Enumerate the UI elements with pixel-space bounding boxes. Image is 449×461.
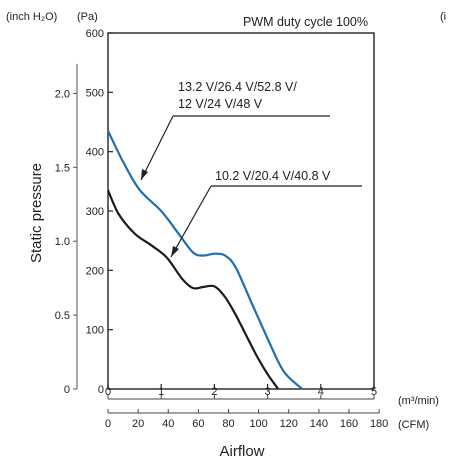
- y-pa-tick-label-0: 0: [98, 384, 104, 396]
- x-cfm-tick-label-7: 140: [310, 418, 328, 430]
- x-axis-title: Airflow: [219, 443, 264, 460]
- annotation-low-voltage: 10.2 V/20.4 V/40.8 V: [170, 169, 362, 258]
- y-axis-title: Static pressure: [28, 163, 45, 263]
- y-pa-tick-label-6: 600: [86, 28, 104, 40]
- x-unit-m3: (m³/min): [398, 395, 439, 407]
- x-cfm-tick-label-3: 60: [192, 418, 204, 430]
- x-cfm-tick-label-5: 100: [249, 418, 267, 430]
- x-m3-tick-label-3: 3: [265, 386, 271, 398]
- series-line-0: [107, 130, 303, 390]
- y-pa-tick-label-4: 400: [86, 147, 104, 159]
- x-m3-tick-label-5: 5: [371, 386, 377, 398]
- x-m3-tick-label-1: 1: [158, 386, 164, 398]
- series-lines: [106, 130, 303, 390]
- y-pa-tick-label-2: 200: [86, 265, 104, 277]
- y-inch-tick-label-0: 0: [64, 384, 70, 396]
- y-inch-tick-label-2: 1.0: [55, 236, 70, 248]
- x-cfm-tick-label-2: 40: [162, 418, 174, 430]
- chart-title: PWM duty cycle 100%: [243, 15, 368, 29]
- x-m3-tick-label-0: 0: [105, 386, 111, 398]
- annotation-low-arrowhead: [171, 246, 179, 257]
- x-cfm-tick-label-6: 120: [280, 418, 298, 430]
- x-cfm-tick-label-1: 20: [132, 418, 144, 430]
- right-edge-fragment: (i: [440, 11, 446, 23]
- axis-ticks: [73, 32, 380, 414]
- x-unit-cfm: (CFM): [398, 419, 429, 431]
- x-m3-tick-label-4: 4: [318, 386, 324, 398]
- y-inch-tick-label-4: 2.0: [55, 88, 70, 100]
- annotation-high-leader: [140, 115, 174, 181]
- annotation-low-label: 10.2 V/20.4 V/40.8 V: [215, 169, 331, 183]
- annotation-low-leader: [170, 185, 212, 258]
- annotation-high-voltage: 13.2 V/26.4 V/52.8 V/ 12 V/24 V/48 V: [140, 80, 330, 181]
- tick-labels: 0 100 200 300 400 500 600 0 0.5 1.0 1.5 2.0 0 1 2 3 4 5 0 2…: [55, 28, 389, 430]
- annotation-high-line2: 12 V/24 V/48 V: [178, 97, 263, 111]
- x-cfm-tick-label-8: 160: [340, 418, 358, 430]
- x-cfm-tick-label-0: 0: [105, 418, 111, 430]
- y-inch-tick-label-1: 0.5: [55, 310, 70, 322]
- annotation-high-line1: 13.2 V/26.4 V/52.8 V/: [178, 80, 297, 94]
- y-unit-pa: (Pa): [77, 11, 98, 23]
- x-cfm-tick-label-9: 180: [370, 418, 388, 430]
- y-pa-tick-label-5: 500: [86, 87, 104, 99]
- annotation-high-arrowhead: [141, 169, 148, 180]
- x-cfm-tick-label-4: 80: [222, 418, 234, 430]
- series-line-1: [106, 189, 280, 390]
- y-pa-tick-label-3: 300: [86, 206, 104, 218]
- y-pa-tick-label-1: 100: [86, 325, 104, 337]
- x-m3-tick-label-2: 2: [211, 386, 217, 398]
- y-inch-tick-label-3: 1.5: [55, 162, 70, 174]
- y-unit-inch: (inch H₂O): [6, 11, 57, 23]
